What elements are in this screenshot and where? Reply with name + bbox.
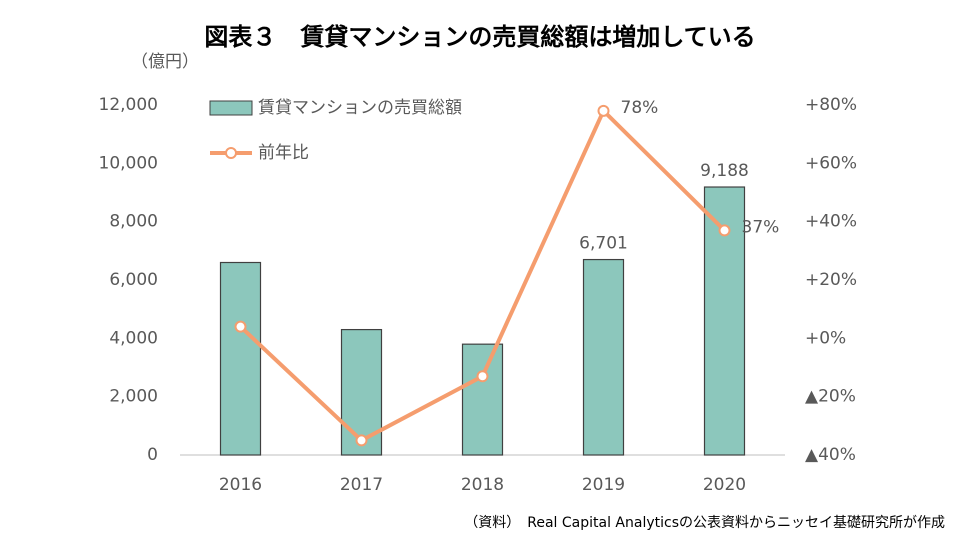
x-tick-label: 2016 (219, 475, 262, 495)
data-label: 37% (742, 217, 780, 237)
line-marker (718, 224, 731, 237)
line-marker (597, 104, 610, 117)
data-label: 78% (621, 98, 659, 118)
legend-label: 賃貸マンションの売買総額 (258, 98, 462, 118)
y2-tick-label: +60% (805, 153, 857, 173)
bar (461, 343, 504, 456)
line-marker (234, 320, 247, 333)
y2-tick-label: ▲40% (805, 445, 856, 465)
y-tick-label: 8,000 (109, 212, 158, 232)
y-tick-label: 2,000 (109, 387, 158, 407)
bar (219, 261, 262, 456)
y2-tick-label: ▲20% (805, 387, 856, 407)
legend-marker (225, 147, 237, 159)
y-tick-label: 4,000 (109, 328, 158, 348)
chart-title: 図表３ 賃貸マンションの売買総額は増加している (204, 23, 755, 51)
y2-tick-label: +0% (805, 328, 846, 348)
x-tick-label: 2017 (340, 475, 383, 495)
x-tick-label: 2018 (461, 475, 504, 495)
y-tick-label: 10,000 (99, 153, 158, 173)
y2-tick-label: +20% (805, 270, 857, 290)
y-tick-label: 0 (147, 445, 158, 465)
y-axis-label: （億円） (131, 52, 199, 72)
y2-tick-label: +80% (805, 95, 857, 115)
line-marker (476, 370, 489, 383)
legend-swatch (209, 100, 253, 116)
bar (582, 258, 625, 456)
legend-label: 前年比 (258, 143, 309, 163)
data-label: 6,701 (579, 234, 628, 254)
y-tick-label: 12,000 (99, 95, 158, 115)
x-tick-label: 2020 (703, 475, 746, 495)
line-marker (355, 434, 368, 447)
y-tick-label: 6,000 (109, 270, 158, 290)
y2-tick-label: +40% (805, 212, 857, 232)
source-note: （資料） Real Capital Analyticsの公表資料からニッセイ基礎… (464, 514, 945, 531)
x-tick-label: 2019 (582, 475, 625, 495)
data-label: 9,188 (700, 161, 749, 181)
